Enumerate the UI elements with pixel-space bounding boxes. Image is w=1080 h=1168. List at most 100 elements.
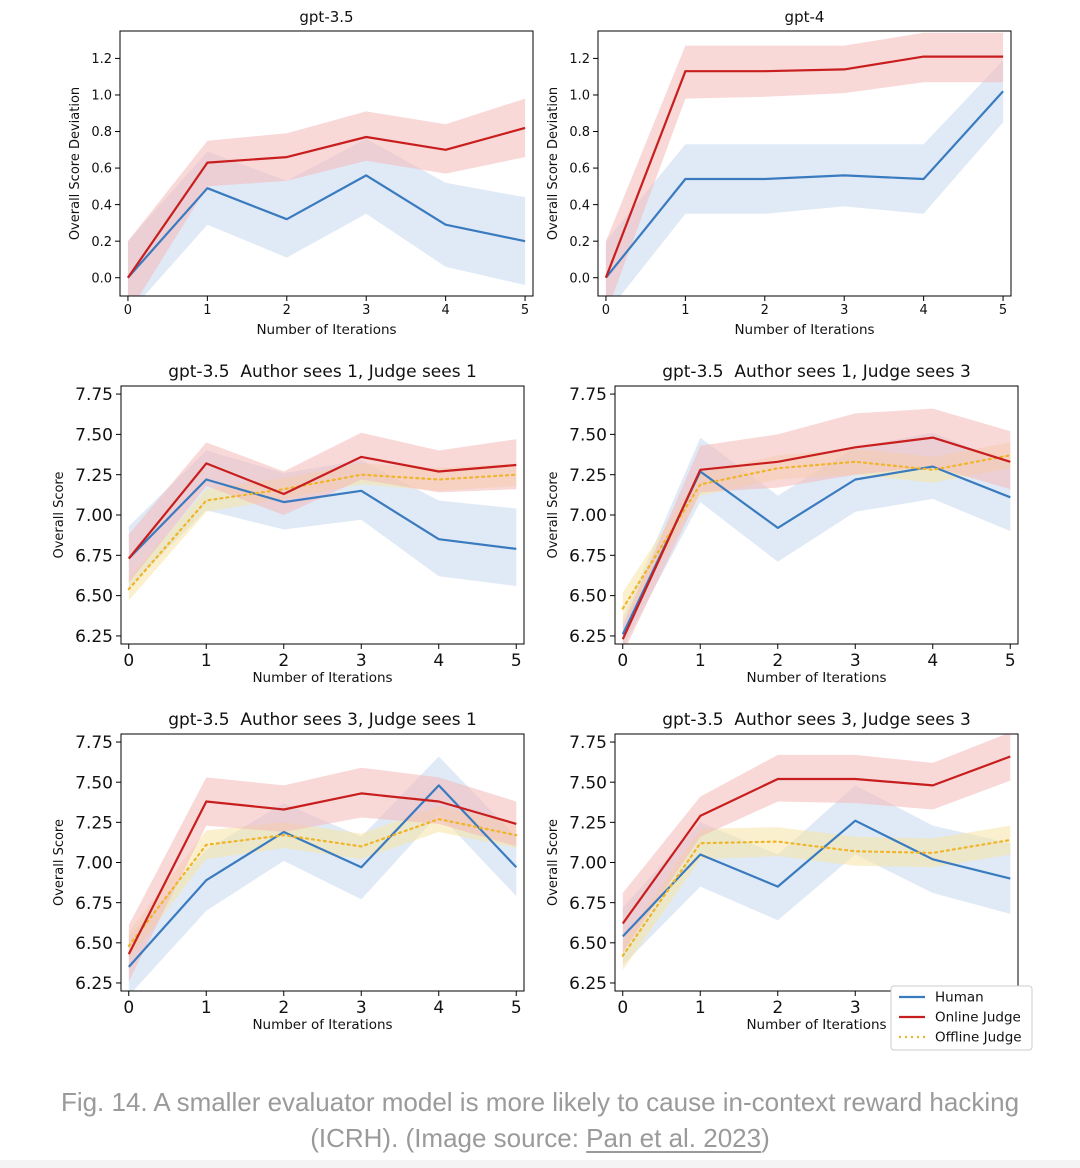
x-tick-label: 1 xyxy=(681,303,689,318)
x-tick-label: 2 xyxy=(278,998,289,1018)
x-tick-label: 3 xyxy=(840,303,848,318)
band-online xyxy=(128,767,517,982)
y-tick-label: 6.25 xyxy=(569,974,607,994)
x-tick-label: 2 xyxy=(761,303,769,318)
y-tick-label: 7.00 xyxy=(569,854,607,874)
y-tick-label: 1.0 xyxy=(91,89,112,104)
y-tick-label: 0.8 xyxy=(91,125,112,140)
chart-panel-2: 0 1 2 3 4 5 0.0 0.2 0.4 0.6 0.8 1.0 1.2 gpt-4 Number o… xyxy=(546,8,1012,338)
band-online xyxy=(622,734,1011,953)
line-online xyxy=(621,755,1011,925)
y-tick-label: 0.4 xyxy=(569,198,590,213)
y-axis-label: Overall Score Deviation xyxy=(546,87,561,240)
x-tick-label: 4 xyxy=(441,303,449,318)
y-tick-label: 6.25 xyxy=(75,974,113,994)
plot-marks xyxy=(127,756,518,991)
legend: Human Online Judge Offline Judge xyxy=(890,985,1033,1051)
y-tick-label: 0.6 xyxy=(91,162,112,177)
x-tick-label: 1 xyxy=(201,651,212,671)
y-tick-label: 6.75 xyxy=(569,894,607,914)
chart-title: gpt-3.5 Author sees 3, Judge sees 1 xyxy=(168,710,477,730)
y-tick-label: 0.2 xyxy=(91,235,112,250)
figure-caption: Fig. 14. A smaller evaluator model is mo… xyxy=(40,1084,1040,1156)
band-online xyxy=(127,98,526,296)
y-tick-label: 6.50 xyxy=(569,587,607,607)
y-tick-label: 7.25 xyxy=(569,813,607,833)
line-offline xyxy=(621,454,1012,610)
y-tick-label: 7.00 xyxy=(569,506,607,526)
plot-marks xyxy=(126,98,526,296)
plot-marks xyxy=(604,32,1004,296)
y-tick-label: 7.50 xyxy=(75,425,113,445)
y-tick-label: 7.25 xyxy=(75,466,113,486)
x-tick-label: 3 xyxy=(850,998,861,1018)
y-tick-label: 7.25 xyxy=(75,813,113,833)
x-tick-label: 4 xyxy=(919,303,927,318)
plot-marks xyxy=(621,408,1012,644)
y-tick-label: 6.75 xyxy=(75,894,113,914)
x-axis-label: Number of Iterations xyxy=(252,1017,392,1033)
y-tick-label: 7.00 xyxy=(75,854,113,874)
plot-marks xyxy=(127,432,518,601)
band-offline xyxy=(622,825,1011,971)
y-tick-label: 0.0 xyxy=(569,271,590,286)
x-tick-label: 0 xyxy=(617,998,628,1018)
chart-title: gpt-3.5 xyxy=(299,8,353,26)
chart-title: gpt-3.5 Author sees 3, Judge sees 3 xyxy=(662,710,971,730)
x-tick-label: 3 xyxy=(356,651,367,671)
chart-panel-4: 0 1 2 3 4 5 6.25 6.50 6.75 7.00 7.25 7.50 7.75 gpt-3.… xyxy=(546,362,1019,686)
legend-offline-label: Offline Judge xyxy=(935,1030,1022,1046)
x-tick-label: 5 xyxy=(999,303,1007,318)
source-link[interactable]: Pan et al. 2023 xyxy=(586,1123,762,1153)
y-tick-label: 7.50 xyxy=(569,773,607,793)
x-tick-label: 1 xyxy=(203,303,211,318)
y-tick-label: 0.6 xyxy=(569,162,590,177)
x-axis-label: Number of Iterations xyxy=(252,670,392,686)
chart-title: gpt-4 xyxy=(785,8,825,26)
y-tick-label: 7.25 xyxy=(569,466,607,486)
x-tick-label: 0 xyxy=(123,651,134,671)
y-axis-label: Overall Score xyxy=(546,471,561,558)
x-tick-label: 3 xyxy=(356,998,367,1018)
chart-panel-5: 0 1 2 3 4 5 6.25 6.50 6.75 7.00 7.25 7.50 7.75 gpt-3.… xyxy=(52,710,525,1033)
x-tick-label: 0 xyxy=(617,651,628,671)
legend-human-label: Human xyxy=(935,990,984,1006)
x-axis-label: Number of Iterations xyxy=(256,322,396,338)
line-human xyxy=(127,784,518,968)
plot-marks xyxy=(621,734,1012,971)
x-tick-label: 1 xyxy=(695,651,706,671)
x-tick-label: 4 xyxy=(433,651,444,671)
x-tick-label: 2 xyxy=(278,651,289,671)
x-tick-label: 0 xyxy=(123,998,134,1018)
y-tick-label: 1.2 xyxy=(569,52,590,67)
y-tick-label: 6.75 xyxy=(569,546,607,566)
x-tick-label: 1 xyxy=(695,998,706,1018)
x-tick-label: 2 xyxy=(772,998,783,1018)
y-tick-label: 7.75 xyxy=(569,733,607,753)
line-human xyxy=(622,819,1011,938)
line-human xyxy=(605,90,1004,279)
line-online xyxy=(126,126,526,279)
y-tick-label: 0.8 xyxy=(569,125,590,140)
x-tick-label: 5 xyxy=(511,651,522,671)
y-axis-label: Overall Score Deviation xyxy=(68,87,83,240)
band-online xyxy=(605,32,1004,296)
x-tick-label: 3 xyxy=(850,651,861,671)
y-tick-label: 0.0 xyxy=(91,271,112,286)
legend-online-label: Online Judge xyxy=(935,1010,1021,1026)
line-human xyxy=(128,478,517,560)
y-tick-label: 7.75 xyxy=(75,733,113,753)
chart-title: gpt-3.5 Author sees 1, Judge sees 3 xyxy=(662,362,971,382)
line-online xyxy=(127,792,517,955)
y-tick-label: 6.50 xyxy=(569,934,607,954)
band-offline xyxy=(128,806,517,959)
y-tick-label: 6.75 xyxy=(75,546,113,566)
caption-text: Fig. 14. A smaller evaluator model is mo… xyxy=(60,1087,1020,1153)
y-axis-label: Overall Score xyxy=(546,819,561,906)
y-tick-label: 6.25 xyxy=(75,627,113,647)
x-tick-label: 5 xyxy=(511,998,522,1018)
y-tick-label: 1.0 xyxy=(569,89,590,104)
line-offline xyxy=(127,817,518,948)
x-tick-label: 0 xyxy=(602,303,610,318)
x-tick-label: 5 xyxy=(1005,651,1016,671)
